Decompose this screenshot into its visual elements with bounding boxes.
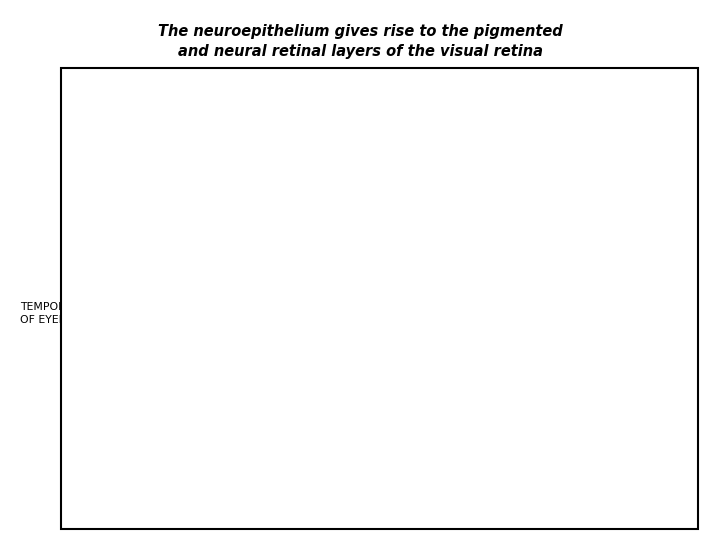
Bar <box>215 292 242 302</box>
Ellipse shape <box>275 273 325 321</box>
Text: NEURAL
RETINAL LAYER: NEURAL RETINAL LAYER <box>492 274 644 302</box>
Ellipse shape <box>230 225 364 387</box>
Text: LENS: LENS <box>374 307 402 316</box>
Text: DEVELOPING EYELID: DEVELOPING EYELID <box>117 457 229 468</box>
Text: TEMPORARY FUSION
OF EYELIDS: TEMPORARY FUSION OF EYELIDS <box>20 302 131 325</box>
Text: THE DEVELOPMENT OF THE EYE - 2: THE DEVELOPMENT OF THE EYE - 2 <box>170 87 550 106</box>
Polygon shape <box>159 166 518 462</box>
Text: IRIS: IRIS <box>219 145 384 213</box>
Polygon shape <box>163 171 305 292</box>
Text: The neuroepithelium gives rise to the pigmented
and neural retinal layers of the: The neuroepithelium gives rise to the pi… <box>158 24 562 59</box>
Text: PIGMENTED
RETINAL LAYER: PIGMENTED RETINAL LAYER <box>483 196 644 223</box>
Text: FIBRES OF
OPTIC NERVE: FIBRES OF OPTIC NERVE <box>285 423 616 444</box>
Text: PRESUMPTIVE
CORNEA: PRESUMPTIVE CORNEA <box>174 133 253 291</box>
Polygon shape <box>194 195 483 434</box>
